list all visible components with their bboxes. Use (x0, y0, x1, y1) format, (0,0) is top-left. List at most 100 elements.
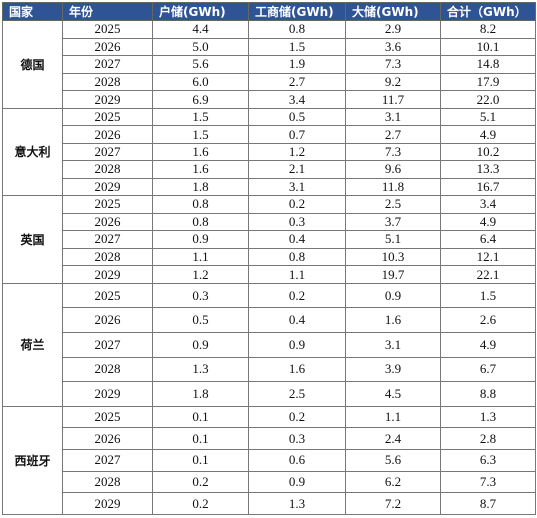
table-body: 德国 2025 4.4 0.8 2.9 8.2 2026 5.0 1.5 3.6 10.1 2027 5… (2, 20, 536, 515)
table-row: 2026 0.1 0.3 2.4 2.8 (3, 427, 536, 451)
header-cell: 合计（GWh） (440, 2, 536, 21)
value-cell: 0.9 (248, 470, 346, 494)
value-cell: 0.4 (248, 307, 346, 334)
value-cell: 7.2 (345, 492, 441, 515)
value-cell: 1.6 (345, 307, 441, 334)
value-cell: 3.1 (345, 107, 441, 127)
year-cell: 2029 (62, 90, 153, 109)
year-cell: 2029 (62, 381, 153, 407)
value-cell: 2.5 (248, 381, 346, 407)
table-row: 德国 2025 4.4 0.8 2.9 8.2 (2, 20, 536, 109)
value-cell: 1.8 (152, 381, 249, 407)
value-cell: 1.5 (248, 37, 346, 57)
value-cell: 0.8 (248, 247, 346, 267)
year-cell: 2026 (62, 125, 153, 144)
header-cell: 年份 (62, 2, 153, 21)
value-cell: 0.9 (152, 230, 249, 249)
value-cell: 22.1 (440, 265, 536, 284)
value-cell: 2.7 (345, 125, 441, 144)
year-cell: 2025 (62, 194, 153, 214)
table-row: 2029 6.9 3.4 11.7 22.0 (3, 90, 536, 109)
value-cell: 3.4 (248, 90, 346, 109)
table-row: 2028 1.6 2.1 9.6 13.3 (3, 160, 536, 179)
year-cell: 2026 (62, 212, 153, 232)
header-row: 国家 年份 户储(GWh) 工商储(GWh) 大储(GWh) 合计（GWh） (2, 2, 536, 21)
value-cell: 0.9 (248, 332, 346, 358)
value-cell: 1.2 (248, 142, 346, 162)
value-cell: 3.7 (345, 212, 441, 232)
country-cell: 西班牙 (2, 405, 63, 515)
table-row: 2027 5.6 1.9 7.3 14.8 (3, 55, 536, 74)
value-cell: 1.9 (248, 55, 346, 74)
value-cell: 8.8 (440, 381, 536, 407)
value-cell: 9.2 (345, 72, 441, 92)
value-cell: 3.6 (345, 37, 441, 57)
value-cell: 13.3 (440, 160, 536, 179)
value-cell: 6.0 (152, 72, 249, 92)
value-cell: 0.2 (248, 405, 346, 429)
header-cell: 国家 (2, 2, 63, 21)
value-cell: 6.3 (440, 449, 536, 472)
value-cell: 0.3 (152, 282, 249, 309)
table-row: 2027 0.9 0.9 3.1 4.9 (3, 332, 536, 358)
value-cell: 0.8 (248, 20, 346, 39)
value-cell: 11.7 (345, 90, 441, 109)
value-cell: 3.1 (345, 332, 441, 358)
table-row: 2026 0.8 0.3 3.7 4.9 (3, 212, 536, 232)
value-cell: 1.1 (345, 405, 441, 429)
value-cell: 5.0 (152, 37, 249, 57)
value-cell: 6.9 (152, 90, 249, 109)
value-cell: 0.2 (248, 282, 346, 309)
table-row: 2028 6.0 2.7 9.2 17.9 (3, 72, 536, 92)
year-cell: 2028 (62, 72, 153, 92)
value-cell: 10.3 (345, 247, 441, 267)
year-cell: 2029 (62, 265, 153, 284)
value-cell: 0.5 (152, 307, 249, 334)
year-cell: 2027 (62, 230, 153, 249)
value-cell: 5.6 (345, 449, 441, 472)
value-cell: 12.1 (440, 247, 536, 267)
value-cell: 3.4 (440, 194, 536, 214)
header-cell: 户储(GWh) (152, 2, 249, 21)
value-cell: 1.2 (152, 265, 249, 284)
year-cell: 2029 (62, 177, 153, 196)
table-row: 意大利 2025 1.5 0.5 3.1 5.1 (2, 107, 536, 196)
table-row: 2029 1.2 1.1 19.7 22.1 (3, 265, 536, 284)
value-cell: 11.8 (345, 177, 441, 196)
value-cell: 3.9 (345, 356, 441, 383)
value-cell: 0.2 (248, 194, 346, 214)
value-cell: 7.3 (345, 142, 441, 162)
table-row: 2029 0.2 1.3 7.2 8.7 (3, 492, 536, 515)
value-cell: 0.1 (152, 449, 249, 472)
value-cell: 4.9 (440, 332, 536, 358)
table-row: 2027 0.9 0.4 5.1 6.4 (3, 230, 536, 249)
value-cell: 1.6 (248, 356, 346, 383)
value-cell: 9.6 (345, 160, 441, 179)
value-cell: 6.2 (345, 470, 441, 494)
year-cell: 2025 (62, 20, 153, 39)
country-cell: 英国 (2, 194, 63, 284)
year-cell: 2027 (62, 449, 153, 472)
value-cell: 1.3 (152, 356, 249, 383)
value-cell: 0.1 (152, 405, 249, 429)
table-row: 2027 1.6 1.2 7.3 10.2 (3, 142, 536, 162)
country-cell: 意大利 (2, 107, 63, 196)
value-cell: 7.3 (345, 55, 441, 74)
year-cell: 2025 (62, 405, 153, 429)
value-cell: 0.9 (345, 282, 441, 309)
year-cell: 2027 (62, 332, 153, 358)
table-row: 2026 1.5 0.7 2.7 4.9 (3, 125, 536, 144)
table-row: 西班牙 2025 0.1 0.2 1.1 1.3 (2, 405, 536, 515)
table-row: 2029 1.8 2.5 4.5 8.8 (3, 381, 536, 407)
value-cell: 0.1 (152, 427, 249, 451)
value-cell: 5.6 (152, 55, 249, 74)
year-cell: 2026 (62, 37, 153, 57)
value-cell: 5.1 (345, 230, 441, 249)
year-cell: 2028 (62, 160, 153, 179)
value-cell: 0.3 (248, 427, 346, 451)
value-cell: 4.9 (440, 125, 536, 144)
value-cell: 1.3 (440, 405, 536, 429)
year-cell: 2025 (62, 107, 153, 127)
